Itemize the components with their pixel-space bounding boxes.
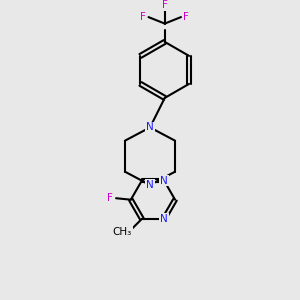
- Text: N: N: [160, 176, 168, 185]
- Text: F: F: [162, 0, 168, 10]
- Text: N: N: [160, 214, 168, 224]
- Text: N: N: [146, 122, 154, 132]
- Text: N: N: [146, 180, 154, 190]
- Text: F: F: [183, 12, 189, 22]
- Text: F: F: [140, 12, 146, 22]
- Text: CH₃: CH₃: [113, 226, 132, 236]
- Text: F: F: [107, 193, 113, 203]
